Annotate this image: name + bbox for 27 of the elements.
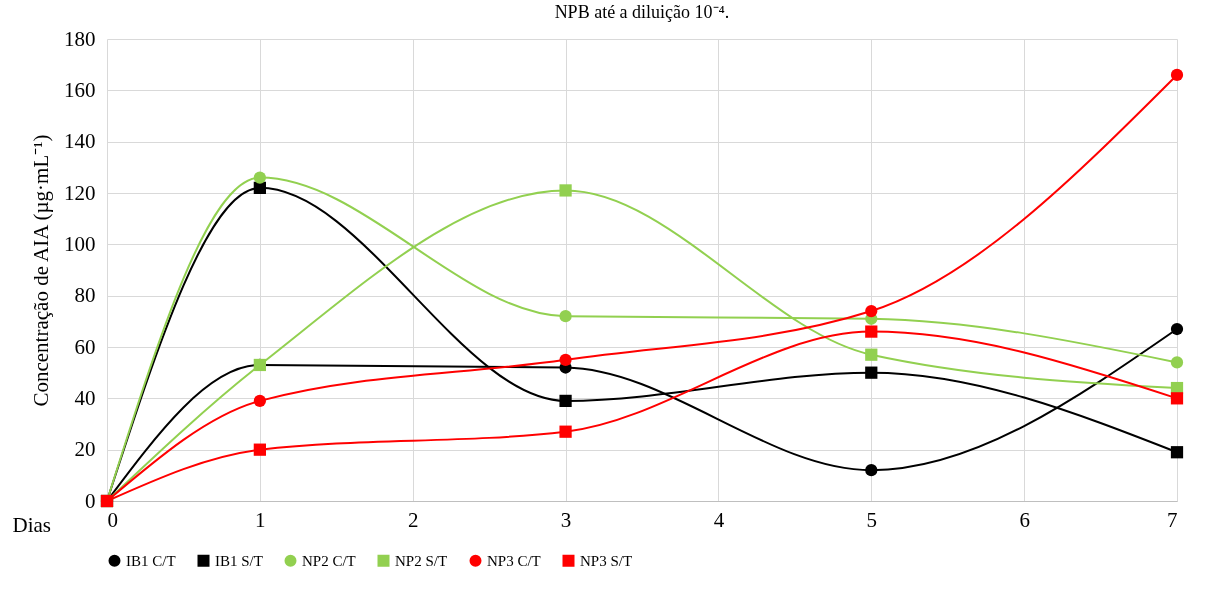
legend-label: NP2 S/T (395, 552, 448, 569)
y-tick-label: 40 (74, 385, 96, 410)
y-tick-label: 100 (64, 231, 96, 256)
x-tick-label: 4 (713, 507, 725, 532)
legend-label: IB1 C/T (126, 552, 176, 569)
y-tick-label: 60 (74, 334, 96, 359)
legend-label: NP3 C/T (487, 552, 541, 569)
x-tick-label: 6 (1019, 507, 1030, 532)
y-tick-label: 120 (64, 180, 96, 205)
legend-label: NP2 C/T (302, 552, 356, 569)
y-tick-label: 80 (74, 283, 96, 308)
x-axis-title: Dias (12, 512, 51, 537)
y-tick-label: 160 (64, 77, 96, 102)
y-tick-label: 140 (64, 129, 96, 154)
legend-label: IB1 S/T (215, 552, 263, 569)
x-tick-label: 0 (107, 507, 118, 532)
y-tick-label: 0 (85, 488, 96, 513)
x-tick-label: 3 (560, 507, 572, 532)
y-axis-title: Concentração de AIA (µg·mL⁻¹) (29, 134, 53, 407)
x-tick-label: 2 (407, 507, 419, 532)
legend-label: NP3 S/T (580, 552, 633, 569)
y-tick-label: 20 (74, 437, 96, 462)
x-tick-label: 5 (866, 507, 878, 532)
x-tick-label: 7 (1167, 507, 1178, 532)
x-tick-label: 1 (255, 507, 266, 532)
chart-title: NPB até a diluição 10⁻⁴. (554, 2, 730, 22)
y-tick-label: 180 (64, 26, 96, 51)
